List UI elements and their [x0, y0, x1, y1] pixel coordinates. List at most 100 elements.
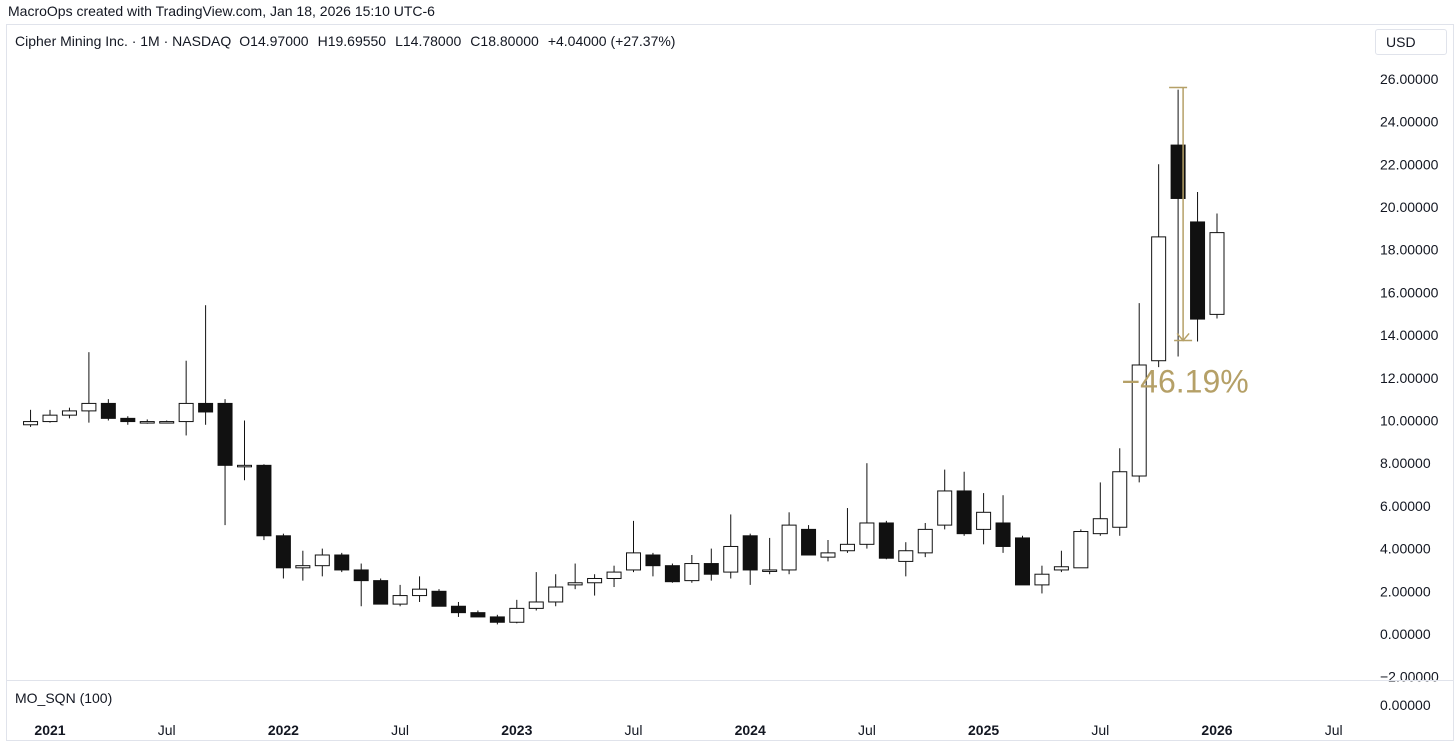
candle[interactable]	[392, 584, 408, 607]
price-tick-label: 0.00000	[1380, 626, 1431, 642]
candle[interactable]	[412, 576, 428, 602]
candle[interactable]	[723, 514, 739, 579]
candle-body-down	[956, 490, 972, 535]
candle[interactable]	[489, 614, 505, 625]
time-tick-label: Jul	[158, 722, 176, 738]
candle[interactable]	[1073, 529, 1089, 569]
candle[interactable]	[275, 533, 291, 579]
time-tick-label: 2024	[735, 722, 766, 738]
candle[interactable]	[256, 464, 272, 541]
price-tick-label: 6.00000	[1380, 498, 1431, 514]
candle[interactable]	[217, 399, 233, 526]
candle[interactable]	[839, 508, 855, 553]
candle[interactable]	[42, 409, 58, 423]
candle[interactable]	[120, 416, 136, 425]
candle[interactable]	[820, 540, 836, 562]
candle[interactable]	[1151, 164, 1167, 368]
price-tick-label: 10.00000	[1380, 413, 1439, 429]
candle[interactable]	[684, 555, 700, 583]
candle-body-down	[703, 563, 719, 575]
candle[interactable]	[1034, 565, 1050, 594]
price-tick-label: 18.00000	[1380, 242, 1439, 258]
candle[interactable]	[956, 471, 972, 536]
candle[interactable]	[1015, 535, 1030, 586]
candle[interactable]	[81, 352, 97, 423]
candle[interactable]	[353, 563, 369, 607]
candle-body-up	[295, 565, 311, 569]
candle[interactable]	[431, 589, 447, 607]
candle[interactable]	[178, 360, 194, 436]
candle[interactable]	[937, 469, 953, 530]
indicator-pane-divider[interactable]	[7, 680, 1453, 681]
candle[interactable]	[703, 548, 719, 581]
candle[interactable]	[139, 419, 155, 424]
candle[interactable]	[237, 420, 252, 481]
candle[interactable]	[917, 522, 933, 558]
candle[interactable]	[1170, 89, 1186, 357]
candle[interactable]	[781, 512, 797, 575]
price-tick-label: 26.00000	[1380, 71, 1439, 87]
symbol-title[interactable]: Cipher Mining Inc. · 1M · NASDAQ	[15, 33, 232, 49]
candle[interactable]	[1112, 448, 1128, 536]
candle[interactable]	[23, 409, 39, 427]
candle[interactable]	[528, 572, 544, 611]
range-percent-label: −46.19%	[1121, 363, 1248, 399]
candle[interactable]	[159, 420, 175, 424]
candle-body-up	[1034, 573, 1050, 586]
candle-body-down	[1170, 144, 1186, 199]
candle[interactable]	[548, 574, 564, 607]
indicator-value: 0.00000	[1380, 697, 1431, 713]
change-value: +4.04000 (+27.37%)	[547, 33, 676, 49]
time-tick-label: 2025	[968, 722, 999, 738]
candle-body-up	[1092, 518, 1108, 535]
candle[interactable]	[587, 574, 603, 596]
candle[interactable]	[1190, 192, 1206, 342]
range-annotation: −46.19%	[1121, 86, 1249, 399]
candle[interactable]	[1209, 213, 1225, 319]
candle-body-down	[995, 522, 1011, 547]
candle[interactable]	[606, 565, 622, 588]
candle[interactable]	[976, 493, 992, 545]
candle[interactable]	[295, 550, 311, 581]
candle[interactable]	[664, 563, 680, 583]
chart-frame	[6, 24, 1454, 741]
candle[interactable]	[626, 520, 641, 573]
candle-body-up	[392, 595, 408, 605]
candle[interactable]	[373, 578, 389, 605]
candle[interactable]	[898, 542, 914, 577]
candle[interactable]	[645, 552, 661, 577]
candle[interactable]	[100, 399, 116, 421]
time-tick-label: Jul	[1325, 722, 1343, 738]
candle[interactable]	[878, 520, 894, 560]
candle[interactable]	[742, 533, 758, 585]
candle[interactable]	[995, 495, 1011, 553]
candle[interactable]	[801, 525, 817, 556]
candle[interactable]	[61, 407, 77, 419]
candle[interactable]	[198, 305, 214, 425]
candle[interactable]	[1131, 303, 1147, 483]
candle-body-up	[159, 421, 175, 424]
candle-body-up	[528, 601, 544, 609]
price-tick-label: 16.00000	[1380, 284, 1439, 300]
candle[interactable]	[334, 552, 350, 573]
close-value: C18.80000	[470, 33, 539, 49]
candle[interactable]	[314, 548, 330, 577]
currency-button[interactable]: USD	[1375, 29, 1447, 55]
candle-body-up	[684, 563, 700, 582]
candle[interactable]	[859, 463, 875, 549]
candle[interactable]	[1053, 550, 1069, 573]
candle[interactable]	[470, 610, 486, 618]
candle[interactable]	[567, 563, 583, 590]
candle[interactable]	[762, 537, 778, 575]
candle[interactable]	[1092, 482, 1108, 536]
indicator-label[interactable]: MO_SQN (100)	[15, 690, 113, 706]
candle[interactable]	[509, 599, 525, 624]
candles-layer	[23, 89, 1225, 625]
candle-body-down	[664, 565, 680, 583]
candle[interactable]	[450, 601, 466, 617]
candle-body-down	[334, 554, 350, 571]
candle-body-up	[61, 410, 77, 416]
candle-body-up	[587, 577, 603, 584]
high-value: H19.69550	[317, 33, 387, 49]
